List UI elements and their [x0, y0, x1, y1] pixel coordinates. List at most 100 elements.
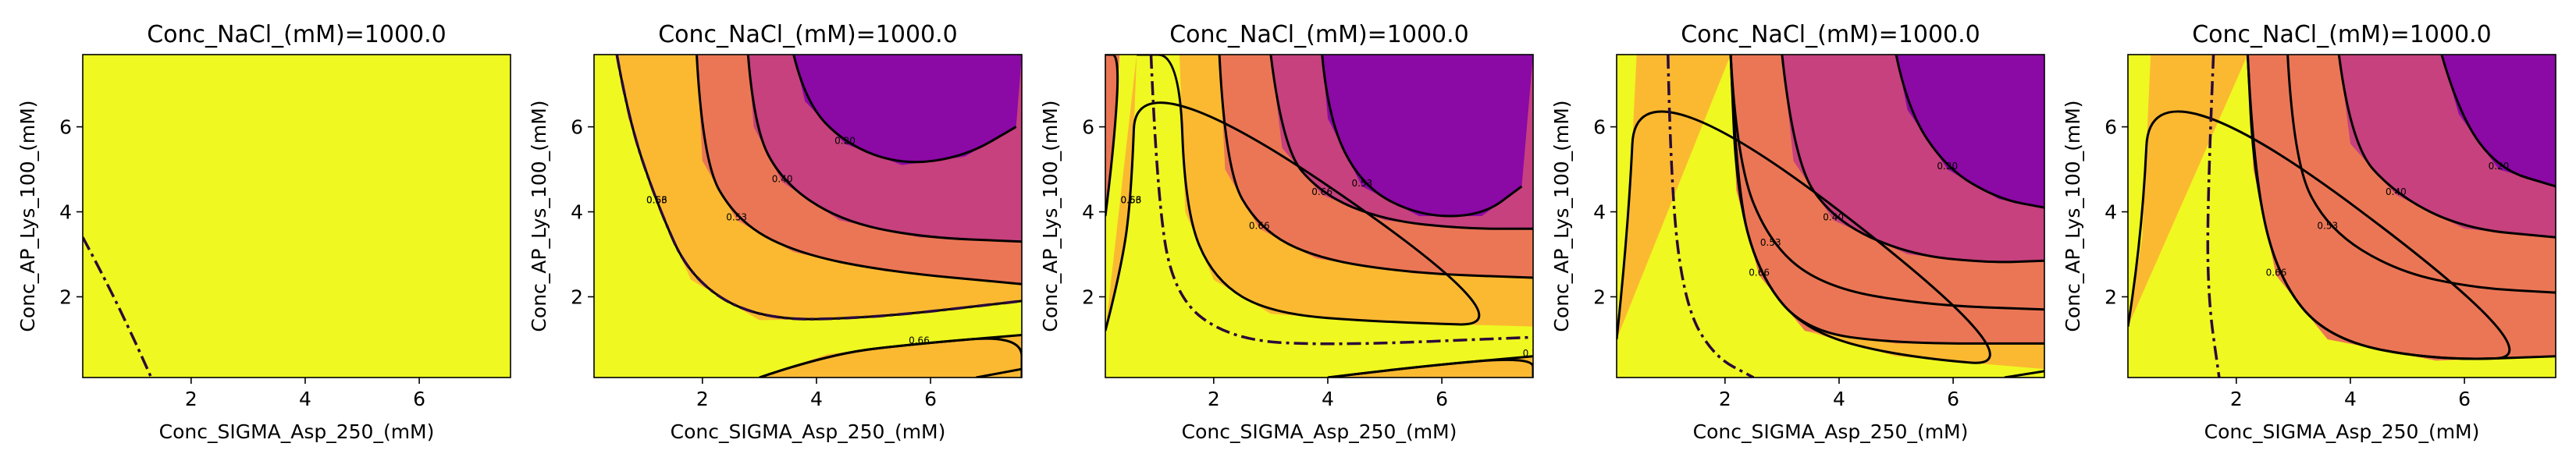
dashdot-contour: [1149, 55, 1533, 346]
contour-line: [2246, 55, 2556, 360]
contour-value-label: 0.66: [1249, 220, 1270, 231]
contour-value-label: 0.66: [1749, 267, 1770, 278]
y-tick-label: 6: [59, 116, 72, 139]
y-axis-label: Conc_AP_Lys_100_(mM): [1550, 100, 1573, 332]
subplot-2: 0.660.530.400.200.660.532 4 6246Conc_NaCl_…: [528, 21, 1023, 443]
contour-line: [1327, 355, 1533, 378]
y-axis-label: Conc_AP_Lys_100_(mM): [16, 100, 39, 332]
x-tick-label: 4: [1322, 388, 1334, 410]
y-tick-label: 6: [1593, 116, 1606, 139]
y-axis-label: Conc_AP_Lys_100_(mM): [1039, 100, 1062, 332]
y-tick-label: 2: [2105, 286, 2117, 309]
contour-value-label: 0.20: [1937, 161, 1958, 172]
x-tick-label: 4: [2344, 388, 2357, 410]
contour-line: [2440, 55, 2556, 188]
y-tick-label: 6: [1082, 116, 1094, 139]
contour-line: [1218, 55, 1533, 279]
contour-value-label: 0.66: [1626, 46, 1647, 57]
dashdot-contour: [615, 55, 1022, 321]
contour-line: [2004, 370, 2044, 378]
contour-line: [1321, 55, 1523, 218]
subplot-3: 0.530.660.660.530.400.200.662 4 6246Conc_N…: [1039, 21, 1544, 443]
axes-frame: [82, 54, 511, 378]
x-axis-label: Conc_SIGMA_Asp_250_(mM): [2204, 420, 2480, 443]
contour-band: [759, 335, 1022, 378]
contour-value-label: 0.53: [1121, 195, 1142, 206]
y-axis-label: Conc_AP_Lys_100_(mM): [528, 100, 550, 332]
contour-line: [2286, 55, 2556, 294]
contour-value-label: 0.66: [1121, 195, 1142, 206]
x-tick-label: 2: [1208, 388, 1220, 410]
contour-band: [1322, 55, 1533, 216]
subplot-title: Conc_NaCl_(mM)=1000.0: [2192, 21, 2492, 48]
y-tick-label: 2: [59, 286, 72, 309]
contour-band: [2441, 55, 2556, 186]
contour-line: [1105, 55, 1119, 217]
x-tick-label: 6: [1947, 388, 1959, 410]
dashdot-contour: [83, 236, 153, 378]
contour-line: [1895, 55, 2044, 209]
contour-value-label: 0.53: [1760, 237, 1781, 248]
contour-value-label: 0.20: [1523, 348, 1544, 359]
y-tick-label: 4: [1593, 201, 1606, 224]
subplot-title: Conc_NaCl_(mM)=1000.0: [658, 21, 958, 48]
x-tick-label: 4: [810, 388, 823, 410]
contour-line: [746, 55, 1022, 243]
contour-value-label: 0.66: [2266, 267, 2287, 278]
contour-value-label: 0.53: [726, 211, 747, 222]
dashdot-contour: [1667, 55, 1755, 378]
contour-line: [792, 55, 1017, 164]
contour-line: [1269, 55, 1533, 230]
x-tick-label: 6: [2458, 388, 2471, 410]
contour-line: [696, 55, 1022, 285]
contour-line: [1729, 55, 2044, 311]
x-tick-label: 4: [1833, 388, 1845, 410]
y-tick-label: 4: [1082, 201, 1094, 224]
x-tick-label: 2: [1719, 388, 1731, 410]
contour-line: [1781, 55, 2044, 264]
contour-value-label: 0.53: [2317, 220, 2338, 231]
contour-value-label: 0.53: [646, 195, 667, 206]
contour-base-fill: [83, 55, 511, 378]
axes-frame: [1616, 54, 2045, 378]
x-tick-label: 2: [2230, 388, 2243, 410]
contour-band: [1896, 55, 2044, 208]
contour-band: [793, 55, 1022, 165]
contour-line: [1105, 55, 1481, 332]
contour-value-label: 0.40: [2386, 186, 2407, 197]
contour-value-label: 0.66: [2140, 46, 2161, 57]
y-tick-label: 4: [571, 201, 583, 224]
y-axis-label: Conc_AP_Lys_100_(mM): [2062, 100, 2084, 332]
x-tick-label: 2: [185, 388, 197, 410]
axes-frame: [2127, 54, 2556, 378]
y-tick-label: 4: [59, 201, 72, 224]
axes-frame: [593, 54, 1023, 378]
contour-value-label: 0.66: [1311, 186, 1332, 197]
subplot-title: Conc_NaCl_(mM)=1000.0: [147, 21, 447, 48]
contour-line: [2337, 55, 2556, 239]
y-tick-label: 4: [2105, 201, 2117, 224]
y-tick-label: 6: [571, 116, 583, 139]
y-tick-label: 2: [571, 286, 583, 309]
y-tick-label: 6: [2105, 116, 2117, 139]
x-tick-label: 4: [299, 388, 311, 410]
contour-value-label: 0.20: [2489, 161, 2510, 172]
subplot-5: 0.66 0.66 0.53 0.40 0.20 2 4 6 2 4 6 Conc_NaCl_(mM)…: [2062, 21, 2556, 443]
contour-value-label: 0.40: [772, 173, 793, 184]
contour-value-label: 0.66: [909, 335, 930, 346]
x-axis-label: Conc_SIGMA_Asp_250_(mM): [1693, 420, 1969, 443]
contour-value-label: 0.40: [1823, 211, 1844, 222]
contour-line: [759, 334, 1022, 378]
x-tick-label: 2: [696, 388, 709, 410]
contour-value-label: 0.40: [1109, 46, 1130, 57]
subplot-title: Conc_NaCl_(mM)=1000.0: [1681, 21, 1980, 48]
subplot-title: Conc_NaCl_(mM)=1000.0: [1169, 21, 1469, 48]
contour-value-label: 0.66: [646, 195, 667, 206]
contour-value-label: 0.53: [1351, 178, 1372, 189]
contour-line: [976, 367, 1022, 378]
x-axis-label: Conc_SIGMA_Asp_250_(mM): [1182, 420, 1457, 443]
x-tick-label: 6: [924, 388, 937, 410]
x-axis-label: Conc_SIGMA_Asp_250_(mM): [671, 420, 946, 443]
